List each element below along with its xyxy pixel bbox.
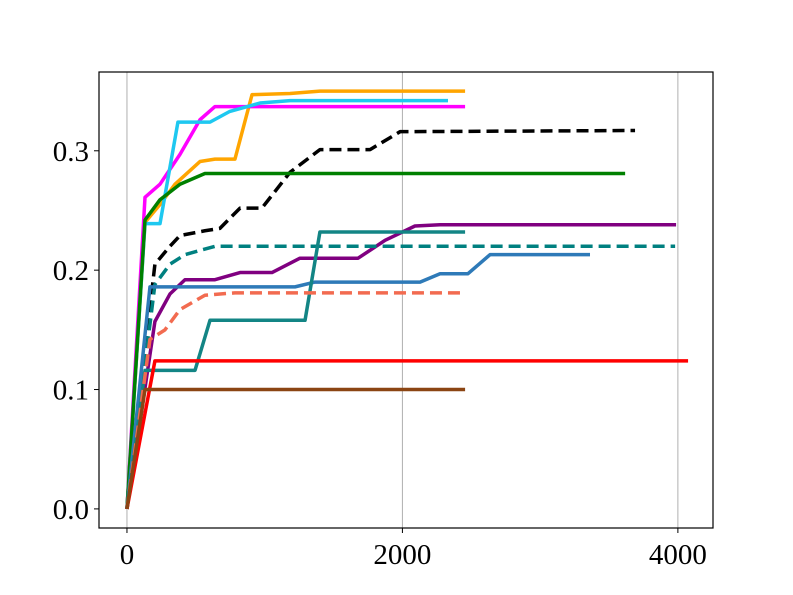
x-tick-label: 2000 xyxy=(373,539,431,571)
axes: 0 2000 4000 0.0 0.1 0.2 0.3 xyxy=(53,136,707,571)
y-tick-label: 0.3 xyxy=(53,136,89,168)
series-line xyxy=(125,171,626,510)
series-line xyxy=(125,98,449,510)
series-line xyxy=(125,252,591,510)
plot-frame xyxy=(98,71,714,529)
x-tick-label: 4000 xyxy=(649,539,707,571)
lines xyxy=(125,89,689,510)
y-tick-label: 0.1 xyxy=(53,375,89,407)
series-line xyxy=(125,244,676,510)
series-line xyxy=(125,387,466,510)
grid xyxy=(126,72,679,528)
series-line xyxy=(125,230,466,510)
y-tick-label: 0.0 xyxy=(53,494,89,526)
x-tick-label: 0 xyxy=(120,539,135,571)
series-line xyxy=(125,291,466,510)
series-line xyxy=(125,89,466,510)
y-tick-label: 0.2 xyxy=(53,255,89,287)
series-line xyxy=(125,223,677,510)
series-line xyxy=(125,359,689,510)
series-line xyxy=(125,104,466,510)
series-line xyxy=(125,128,636,510)
